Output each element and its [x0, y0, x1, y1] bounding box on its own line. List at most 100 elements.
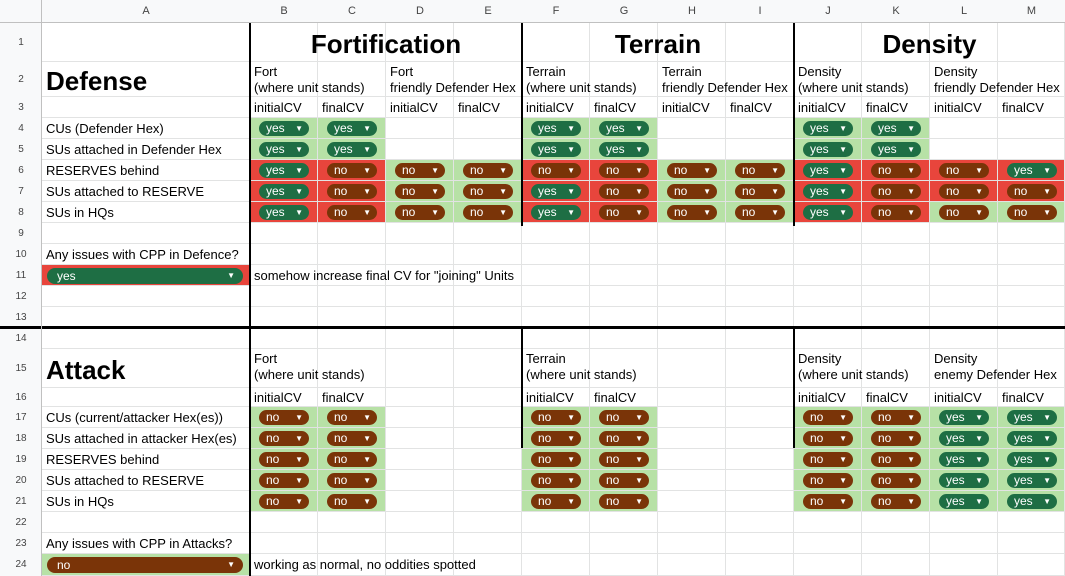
- row-header-8[interactable]: 8: [0, 202, 42, 223]
- column-header-b[interactable]: B: [250, 0, 318, 23]
- dropdown-chip-no[interactable]: no ▼: [871, 494, 921, 509]
- dropdown-chip-yes[interactable]: yes ▼: [599, 121, 649, 136]
- row-header-9[interactable]: 9: [0, 223, 42, 244]
- dropdown-chip-no[interactable]: no ▼: [327, 184, 377, 199]
- dropdown-chip-no[interactable]: no ▼: [871, 410, 921, 425]
- dropdown-chip-yes[interactable]: yes ▼: [259, 163, 309, 178]
- dropdown-chip-no[interactable]: no ▼: [871, 184, 921, 199]
- row-header-11[interactable]: 11: [0, 265, 42, 286]
- row-header-20[interactable]: 20: [0, 470, 42, 491]
- dropdown-chip-no[interactable]: no ▼: [395, 205, 445, 220]
- dropdown-chip-yes[interactable]: yes ▼: [327, 142, 377, 157]
- dropdown-chip-no[interactable]: no ▼: [735, 205, 785, 220]
- dropdown-chip-no[interactable]: no ▼: [327, 410, 377, 425]
- dropdown-chip-no[interactable]: no ▼: [939, 163, 989, 178]
- row-header-5[interactable]: 5: [0, 139, 42, 160]
- dropdown-chip-yes[interactable]: yes ▼: [327, 121, 377, 136]
- dropdown-chip-yes[interactable]: yes ▼: [259, 121, 309, 136]
- dropdown-chip-no[interactable]: no ▼: [327, 431, 377, 446]
- row-header-23[interactable]: 23: [0, 533, 42, 554]
- dropdown-chip-no[interactable]: no ▼: [803, 431, 853, 446]
- dropdown-chip-yes[interactable]: yes ▼: [259, 142, 309, 157]
- dropdown-chip-no[interactable]: no ▼: [395, 163, 445, 178]
- dropdown-chip-no[interactable]: no ▼: [327, 205, 377, 220]
- dropdown-chip-no[interactable]: no ▼: [531, 431, 581, 446]
- dropdown-chip-no[interactable]: no ▼: [803, 494, 853, 509]
- row-header-4[interactable]: 4: [0, 118, 42, 139]
- dropdown-chip-no[interactable]: no ▼: [667, 184, 717, 199]
- dropdown-chip-no[interactable]: no ▼: [939, 184, 989, 199]
- dropdown-chip-yes[interactable]: yes ▼: [803, 163, 853, 178]
- dropdown-chip-no[interactable]: no ▼: [599, 452, 649, 467]
- dropdown-chip-no[interactable]: no ▼: [259, 431, 309, 446]
- dropdown-chip-no[interactable]: no ▼: [1007, 205, 1057, 220]
- dropdown-chip-no[interactable]: no ▼: [395, 184, 445, 199]
- dropdown-chip-yes[interactable]: yes ▼: [803, 184, 853, 199]
- dropdown-chip-yes[interactable]: yes ▼: [939, 410, 989, 425]
- dropdown-chip-yes[interactable]: yes ▼: [531, 205, 581, 220]
- row-header-15[interactable]: 15: [0, 349, 42, 388]
- dropdown-chip-yes[interactable]: yes ▼: [803, 205, 853, 220]
- column-header-m[interactable]: M: [998, 0, 1065, 23]
- dropdown-chip-no[interactable]: no ▼: [259, 494, 309, 509]
- dropdown-chip-no[interactable]: no ▼: [259, 410, 309, 425]
- row-header-10[interactable]: 10: [0, 244, 42, 265]
- dropdown-chip-no[interactable]: no ▼: [939, 205, 989, 220]
- dropdown-chip-yes[interactable]: yes ▼: [871, 142, 921, 157]
- dropdown-chip-no[interactable]: no ▼: [599, 473, 649, 488]
- dropdown-chip-yes[interactable]: yes ▼: [803, 142, 853, 157]
- dropdown-chip-yes[interactable]: yes ▼: [1007, 452, 1057, 467]
- dropdown-chip-no[interactable]: no ▼: [871, 205, 921, 220]
- column-header-d[interactable]: D: [386, 0, 454, 23]
- dropdown-chip-no[interactable]: no ▼: [667, 163, 717, 178]
- dropdown-chip-no[interactable]: no ▼: [871, 163, 921, 178]
- dropdown-chip-yes[interactable]: yes ▼: [939, 494, 989, 509]
- dropdown-chip-no[interactable]: no ▼: [531, 410, 581, 425]
- dropdown-chip-yes[interactable]: yes ▼: [1007, 473, 1057, 488]
- row-header-24[interactable]: 24: [0, 554, 42, 576]
- column-header-l[interactable]: L: [930, 0, 998, 23]
- dropdown-chip-no[interactable]: no ▼: [599, 431, 649, 446]
- row-header-7[interactable]: 7: [0, 181, 42, 202]
- dropdown-chip-yes[interactable]: yes ▼: [939, 452, 989, 467]
- dropdown-chip-no[interactable]: no ▼: [735, 163, 785, 178]
- column-header-k[interactable]: K: [862, 0, 930, 23]
- dropdown-chip-yes[interactable]: yes ▼: [871, 121, 921, 136]
- dropdown-chip-no[interactable]: no ▼: [327, 473, 377, 488]
- dropdown-chip-no[interactable]: no ▼: [327, 494, 377, 509]
- corner-cell[interactable]: [0, 0, 42, 23]
- column-header-i[interactable]: I: [726, 0, 794, 23]
- column-header-c[interactable]: C: [318, 0, 386, 23]
- dropdown-chip-no[interactable]: no ▼: [803, 473, 853, 488]
- dropdown-chip-yes[interactable]: yes ▼: [1007, 410, 1057, 425]
- dropdown-chip-no[interactable]: no ▼: [1007, 184, 1057, 199]
- row-header-13[interactable]: 13: [0, 307, 42, 328]
- dropdown-chip-no[interactable]: no ▼: [803, 410, 853, 425]
- dropdown-chip-no[interactable]: no ▼: [871, 473, 921, 488]
- dropdown-chip-yes[interactable]: yes ▼: [259, 184, 309, 199]
- dropdown-chip-no[interactable]: no ▼: [463, 205, 513, 220]
- column-header-h[interactable]: H: [658, 0, 726, 23]
- dropdown-chip-no[interactable]: no ▼: [327, 163, 377, 178]
- dropdown-chip-no[interactable]: no ▼: [259, 452, 309, 467]
- dropdown-chip-no[interactable]: no ▼: [871, 452, 921, 467]
- row-header-18[interactable]: 18: [0, 428, 42, 449]
- dropdown-chip-yes[interactable]: yes ▼: [939, 431, 989, 446]
- dropdown-chip-no[interactable]: no ▼: [463, 163, 513, 178]
- dropdown-chip-yes[interactable]: yes ▼: [803, 121, 853, 136]
- row-header-14[interactable]: 14: [0, 328, 42, 349]
- dropdown-chip-no[interactable]: no ▼: [531, 163, 581, 178]
- dropdown-chip-yes[interactable]: yes ▼: [1007, 163, 1057, 178]
- dropdown-chip-no[interactable]: no ▼: [871, 431, 921, 446]
- row-header-17[interactable]: 17: [0, 407, 42, 428]
- dropdown-chip-no[interactable]: no ▼: [599, 184, 649, 199]
- dropdown-chip-no[interactable]: no ▼: [531, 452, 581, 467]
- column-header-f[interactable]: F: [522, 0, 590, 23]
- row-header-2[interactable]: 2: [0, 62, 42, 97]
- dropdown-chip-yes[interactable]: yes ▼: [259, 205, 309, 220]
- dropdown-chip-no[interactable]: no ▼: [531, 473, 581, 488]
- row-header-12[interactable]: 12: [0, 286, 42, 307]
- dropdown-chip-no[interactable]: no ▼: [531, 494, 581, 509]
- dropdown-chip-no[interactable]: no ▼: [463, 184, 513, 199]
- row-header-1[interactable]: 1: [0, 23, 42, 62]
